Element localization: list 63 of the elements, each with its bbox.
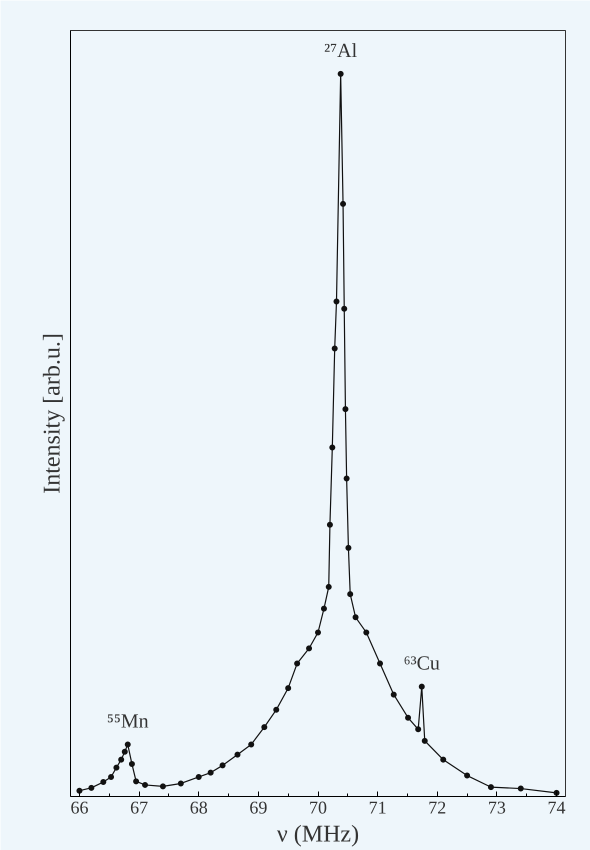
point xyxy=(306,645,312,652)
point xyxy=(344,476,350,482)
point xyxy=(418,684,425,690)
annotation: ²⁷Al xyxy=(324,40,358,62)
point xyxy=(363,629,370,636)
point xyxy=(124,741,131,748)
point xyxy=(118,756,124,763)
point xyxy=(100,779,106,786)
point xyxy=(234,752,240,758)
y-axis-title: Intensity [arb.u.] xyxy=(40,333,66,494)
point xyxy=(341,306,348,312)
point xyxy=(220,762,226,768)
point xyxy=(315,629,321,636)
point xyxy=(248,741,254,748)
x-tick-label: 72 xyxy=(428,798,446,818)
annotation: ⁵⁵Mn xyxy=(106,710,149,732)
point xyxy=(122,748,128,755)
x-tick-label: 68 xyxy=(190,798,208,818)
point xyxy=(415,726,422,732)
point xyxy=(326,584,332,590)
point xyxy=(178,780,184,786)
point xyxy=(440,756,446,763)
point xyxy=(345,544,352,551)
x-tick-label: 73 xyxy=(488,798,506,818)
point xyxy=(488,784,494,790)
point xyxy=(294,660,300,667)
point xyxy=(326,522,333,528)
point xyxy=(285,685,292,692)
point xyxy=(160,783,166,790)
point xyxy=(142,782,148,788)
x-tick-label: 70 xyxy=(309,798,327,818)
point xyxy=(329,444,336,450)
point xyxy=(405,714,412,721)
x-tick-label: 71 xyxy=(368,798,387,818)
x-tick-label: 74 xyxy=(548,798,566,818)
point xyxy=(340,200,346,207)
point xyxy=(333,298,340,304)
point xyxy=(196,774,202,780)
x-axis-title: ν (MHz) xyxy=(276,822,360,848)
point xyxy=(273,706,280,713)
point xyxy=(390,692,397,698)
x-tick-label: 69 xyxy=(249,798,268,818)
x-tick-label: 66 xyxy=(70,798,88,818)
point xyxy=(332,345,338,352)
point xyxy=(518,786,524,792)
point xyxy=(347,591,354,598)
x-tick-label: 67 xyxy=(130,798,148,818)
point xyxy=(133,778,140,784)
point xyxy=(422,738,428,744)
point xyxy=(338,70,344,77)
point xyxy=(88,784,94,791)
annotation: ⁶³Cu xyxy=(404,652,440,675)
point xyxy=(113,764,120,771)
point xyxy=(76,788,82,794)
point xyxy=(342,406,348,412)
point xyxy=(352,614,359,620)
point xyxy=(320,606,327,612)
point xyxy=(108,774,114,780)
point xyxy=(377,660,384,667)
point xyxy=(208,770,214,776)
point xyxy=(128,760,135,767)
point xyxy=(464,772,470,779)
point xyxy=(261,724,268,730)
